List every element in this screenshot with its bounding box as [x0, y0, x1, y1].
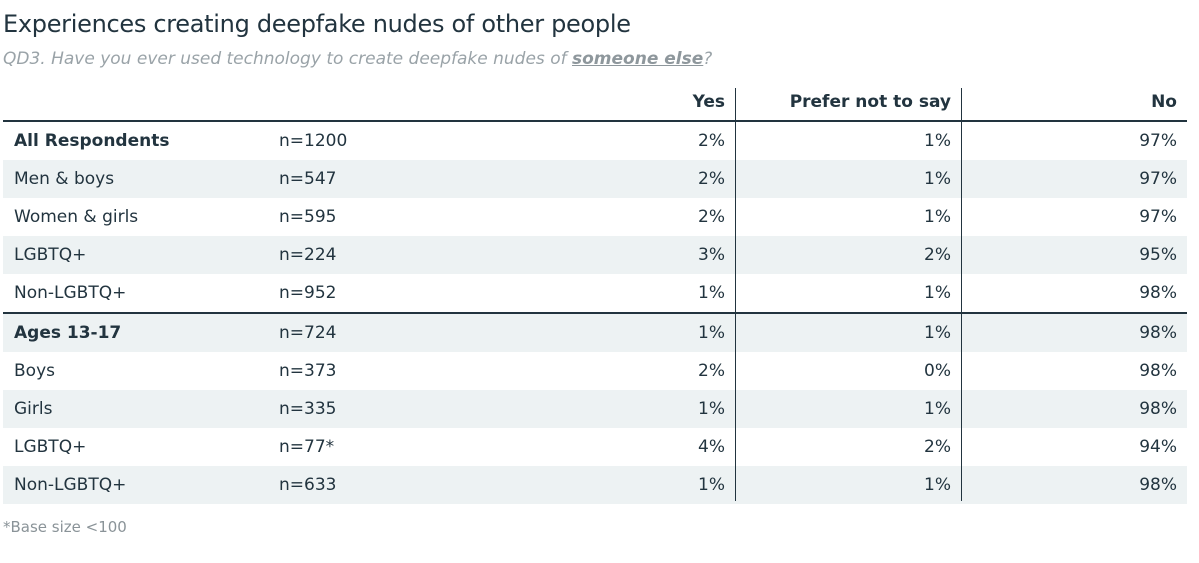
- row-sample-size: n=224: [279, 245, 337, 265]
- row-no-value: 98%: [1139, 399, 1177, 419]
- row-sample-size: n=77*: [279, 437, 335, 457]
- table-row: Boys n=373 2% 0% 98%: [3, 352, 1187, 390]
- row-sample-size: n=1200: [279, 131, 348, 151]
- table-row: All Respondents n=1200 2% 1% 97%: [3, 122, 1187, 160]
- column-divider-yes: [735, 88, 736, 501]
- row-prefer-value: 1%: [924, 475, 951, 495]
- row-sample-size: n=595: [279, 207, 337, 227]
- question-subtitle: QD3. Have you ever used technology to cr…: [3, 49, 712, 69]
- row-prefer-value: 1%: [924, 323, 951, 343]
- table-row: Women & girls n=595 2% 1% 97%: [3, 198, 1187, 236]
- row-no-value: 95%: [1139, 245, 1177, 265]
- row-prefer-value: 2%: [924, 437, 951, 457]
- row-prefer-value: 1%: [924, 283, 951, 303]
- footnote: *Base size <100: [3, 518, 127, 536]
- row-sample-size: n=952: [279, 283, 337, 303]
- row-yes-value: 1%: [698, 323, 725, 343]
- row-yes-value: 2%: [698, 361, 725, 381]
- row-sample-size: n=724: [279, 323, 337, 343]
- results-table: Yes Prefer not to say No All Respondents…: [3, 86, 1187, 504]
- subtitle-emphasis: someone else: [572, 49, 704, 69]
- row-no-value: 98%: [1139, 361, 1177, 381]
- row-prefer-value: 1%: [924, 207, 951, 227]
- row-yes-value: 1%: [698, 399, 725, 419]
- row-no-value: 97%: [1139, 131, 1177, 151]
- row-prefer-value: 2%: [924, 245, 951, 265]
- row-yes-value: 2%: [698, 131, 725, 151]
- row-yes-value: 4%: [698, 437, 725, 457]
- table-row: Men & boys n=547 2% 1% 97%: [3, 160, 1187, 198]
- row-no-value: 98%: [1139, 475, 1177, 495]
- row-yes-value: 1%: [698, 475, 725, 495]
- table-row: LGBTQ+ n=77* 4% 2% 94%: [3, 428, 1187, 466]
- row-yes-value: 2%: [698, 169, 725, 189]
- table-row: Girls n=335 1% 1% 98%: [3, 390, 1187, 428]
- row-no-value: 94%: [1139, 437, 1177, 457]
- table-row: Non-LGBTQ+ n=633 1% 1% 98%: [3, 466, 1187, 504]
- row-prefer-value: 1%: [924, 169, 951, 189]
- row-sample-size: n=547: [279, 169, 337, 189]
- subtitle-prefix: QD3. Have you ever used technology to cr…: [3, 49, 572, 69]
- row-label: All Respondents: [14, 131, 170, 151]
- row-label: Non-LGBTQ+: [14, 475, 127, 495]
- row-sample-size: n=335: [279, 399, 337, 419]
- column-divider-prefer: [961, 88, 962, 501]
- subtitle-suffix: ?: [703, 49, 713, 69]
- table-row: Non-LGBTQ+ n=952 1% 1% 98%: [3, 274, 1187, 312]
- row-sample-size: n=633: [279, 475, 337, 495]
- row-label: Ages 13-17: [14, 323, 122, 343]
- chart-title: Experiences creating deepfake nudes of o…: [3, 10, 631, 38]
- table-header: Yes Prefer not to say No: [3, 86, 1187, 122]
- table-row: LGBTQ+ n=224 3% 2% 95%: [3, 236, 1187, 274]
- row-no-value: 97%: [1139, 169, 1177, 189]
- row-label: LGBTQ+: [14, 437, 87, 457]
- row-yes-value: 1%: [698, 283, 725, 303]
- row-label: Girls: [14, 399, 53, 419]
- row-label: Women & girls: [14, 207, 139, 227]
- table-body: All Respondents n=1200 2% 1% 97% Men & boys n=…: [3, 122, 1187, 504]
- row-no-value: 98%: [1139, 323, 1177, 343]
- row-label: Boys: [14, 361, 55, 381]
- table-row: Ages 13-17 n=724 1% 1% 98%: [3, 312, 1187, 352]
- column-header-no: No: [1151, 92, 1177, 112]
- row-prefer-value: 1%: [924, 399, 951, 419]
- row-no-value: 97%: [1139, 207, 1177, 227]
- row-prefer-value: 0%: [924, 361, 951, 381]
- row-label: LGBTQ+: [14, 245, 87, 265]
- row-yes-value: 3%: [698, 245, 725, 265]
- row-prefer-value: 1%: [924, 131, 951, 151]
- row-no-value: 98%: [1139, 283, 1177, 303]
- column-header-yes: Yes: [692, 92, 725, 112]
- row-sample-size: n=373: [279, 361, 337, 381]
- row-label: Men & boys: [14, 169, 115, 189]
- column-header-prefer-not-to-say: Prefer not to say: [789, 92, 951, 112]
- row-label: Non-LGBTQ+: [14, 283, 127, 303]
- row-yes-value: 2%: [698, 207, 725, 227]
